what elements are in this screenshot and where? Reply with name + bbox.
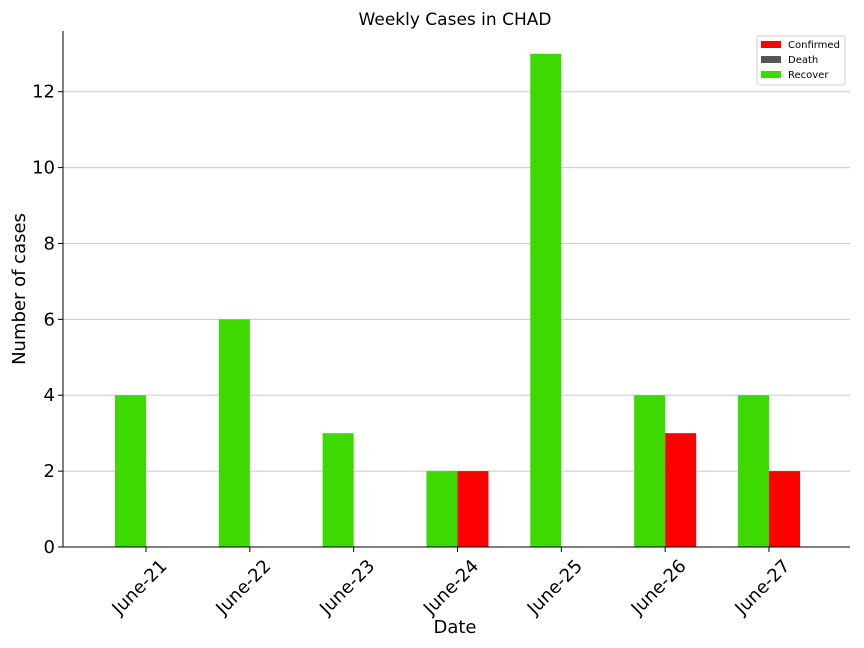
y-tick-label: 2 bbox=[44, 461, 55, 482]
legend-swatch-death bbox=[761, 56, 781, 63]
legend-label-recover: Recover bbox=[788, 70, 829, 81]
y-ticks: 0 2 4 6 8 10 12 bbox=[32, 82, 63, 558]
y-axis-title: Number of cases bbox=[9, 213, 30, 365]
bar-recover-june-22 bbox=[218, 319, 250, 547]
legend: Confirmed Death Recover bbox=[756, 35, 846, 86]
bar-recover-june-25 bbox=[530, 53, 562, 547]
y-tick-label: 8 bbox=[44, 233, 55, 254]
bar-recover-june-24 bbox=[426, 471, 458, 547]
bar-confirmed-june-27 bbox=[768, 471, 800, 547]
legend-label-death: Death bbox=[788, 55, 818, 66]
bar-recover-june-27 bbox=[737, 395, 769, 547]
legend-swatch-confirmed bbox=[761, 41, 781, 48]
y-tick-label: 12 bbox=[32, 82, 55, 103]
chart-title: Weekly Cases in CHAD bbox=[359, 10, 552, 30]
y-tick-label: 10 bbox=[32, 158, 55, 179]
y-tick-label: 6 bbox=[44, 309, 55, 330]
bar-recover-june-21 bbox=[115, 395, 146, 547]
x-axis-title: Date bbox=[433, 617, 476, 638]
bar-confirmed-june-26 bbox=[665, 433, 697, 547]
gridlines bbox=[63, 91, 850, 472]
bar-recover-june-23 bbox=[322, 433, 354, 547]
y-tick-label: 0 bbox=[44, 537, 55, 558]
y-tick-label: 4 bbox=[44, 385, 55, 406]
legend-swatch-recover bbox=[761, 71, 781, 78]
legend-label-confirmed: Confirmed bbox=[788, 40, 840, 51]
bar-recover-june-26 bbox=[634, 395, 666, 547]
bars bbox=[115, 53, 800, 547]
bar-confirmed-june-24 bbox=[457, 471, 489, 547]
